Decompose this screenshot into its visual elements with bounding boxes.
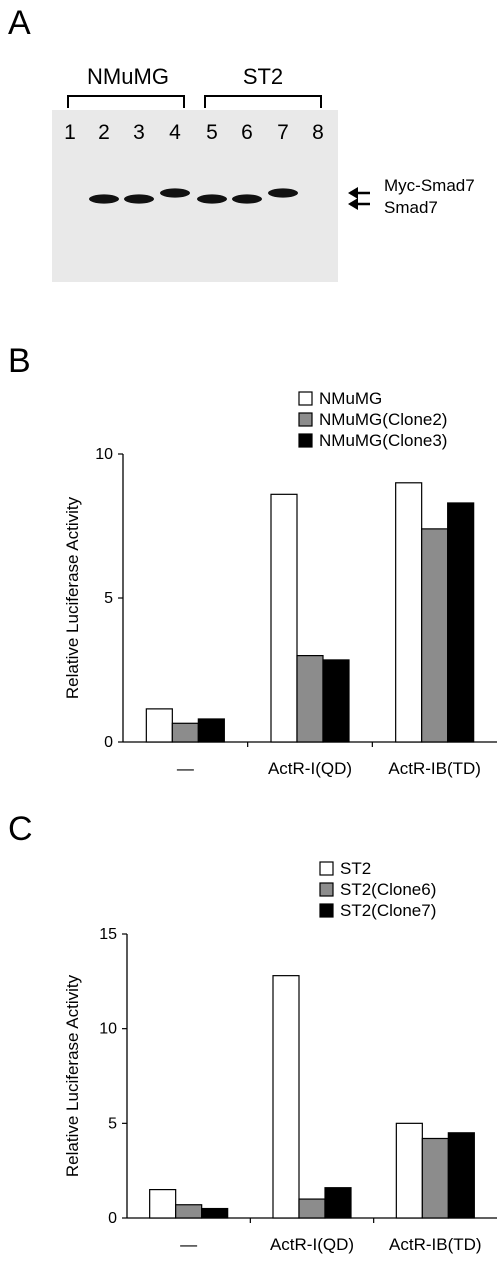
panel-c-letter: C xyxy=(8,810,33,848)
x-category-label: — xyxy=(177,759,194,778)
gel-band xyxy=(124,194,154,204)
bar xyxy=(322,659,350,743)
lane-number: 8 xyxy=(312,121,324,144)
x-category-label: ActR-IB(TD) xyxy=(388,759,481,778)
bar xyxy=(395,1122,423,1219)
gel-band xyxy=(232,194,262,204)
y-tick-label: 15 xyxy=(99,926,117,943)
legend-swatch xyxy=(298,433,313,448)
bar xyxy=(145,708,173,743)
legend-label: ST2 xyxy=(340,859,371,878)
gel-band xyxy=(197,194,227,204)
panel-b-letter: B xyxy=(8,342,31,380)
panel-a-letter: A xyxy=(8,4,31,42)
lane-number: 6 xyxy=(241,121,253,144)
band-label-smad7: Smad7 xyxy=(384,198,438,217)
chart-panel-c: ST2 ST2(Clone6) ST2(Clone7) 0 5 10 15 Relative … xyxy=(63,859,497,1254)
chart-panel-b: NMuMG NMuMG(Clone2) NMuMG(Clone3) 0 5 10 Relat… xyxy=(63,389,497,778)
gel-band xyxy=(160,188,190,198)
lane-number: 1 xyxy=(64,121,76,144)
bar xyxy=(171,722,199,743)
bar xyxy=(201,1207,229,1219)
bar xyxy=(149,1189,177,1219)
y-tick-label: 0 xyxy=(104,734,113,751)
bracket-st2 xyxy=(204,95,322,108)
x-category-label: — xyxy=(180,1235,197,1254)
legend-label: NMuMG(Clone3) xyxy=(319,431,447,450)
legend-label: NMuMG xyxy=(319,389,382,408)
band-label-myc-smad7: Myc-Smad7 xyxy=(384,176,475,195)
legend-label: ST2(Clone7) xyxy=(340,901,436,920)
bar xyxy=(197,718,225,743)
arrow-myc-smad7 xyxy=(348,187,370,199)
legend-swatch xyxy=(319,882,334,897)
bar xyxy=(421,528,449,743)
lane-number: 2 xyxy=(98,121,110,144)
group-label-st2: ST2 xyxy=(243,64,283,89)
arrow-smad7 xyxy=(348,198,370,210)
bar xyxy=(447,502,475,743)
y-tick-label: 5 xyxy=(104,590,113,607)
legend-swatch xyxy=(298,391,313,406)
lane-number: 4 xyxy=(169,121,181,144)
x-category-label: ActR-IB(TD) xyxy=(389,1235,482,1254)
x-category-label: ActR-I(QD) xyxy=(268,759,352,778)
lane-number: 7 xyxy=(277,121,289,144)
y-tick-label: 5 xyxy=(108,1115,117,1132)
bracket-nmumg xyxy=(67,95,185,108)
bar xyxy=(324,1187,352,1219)
bar xyxy=(421,1137,449,1219)
y-tick-label: 10 xyxy=(95,446,113,463)
y-axis-label: Relative Luciferase Activity xyxy=(63,974,82,1177)
bar xyxy=(298,1198,326,1219)
bar xyxy=(296,655,324,743)
bar xyxy=(270,493,298,743)
x-category-label: ActR-I(QD) xyxy=(270,1235,354,1254)
lane-number: 3 xyxy=(133,121,145,144)
y-tick-label: 10 xyxy=(99,1021,117,1038)
y-tick-label: 0 xyxy=(108,1210,117,1227)
y-axis-label: Relative Luciferase Activity xyxy=(63,496,82,699)
legend-label: NMuMG(Clone2) xyxy=(319,410,447,429)
bar xyxy=(395,482,423,743)
bar xyxy=(447,1132,475,1219)
bar xyxy=(175,1204,203,1219)
legend-swatch xyxy=(319,861,334,876)
group-label-nmumg: NMuMG xyxy=(87,64,169,89)
legend-swatch xyxy=(298,412,313,427)
bar xyxy=(272,975,300,1219)
lane-number: 5 xyxy=(206,121,218,144)
legend-label: ST2(Clone6) xyxy=(340,880,436,899)
gel-band xyxy=(89,194,119,204)
gel-band xyxy=(268,188,298,198)
legend-swatch xyxy=(319,903,334,918)
